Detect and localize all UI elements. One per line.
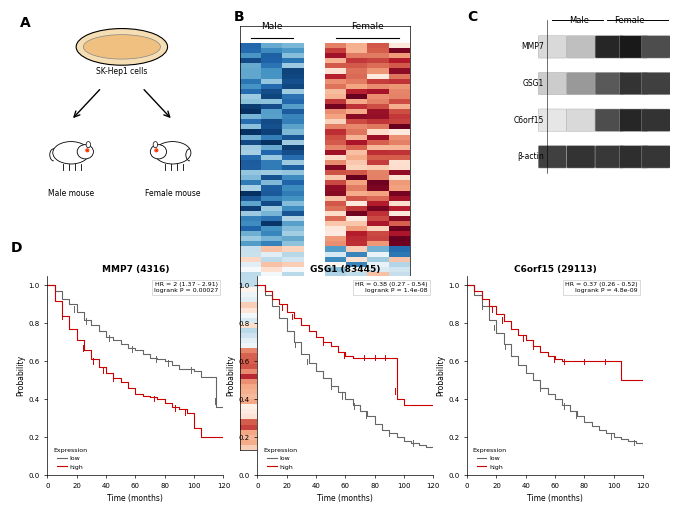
Legend: low, high: low, high <box>261 445 299 472</box>
Text: SK-Hep1 cells: SK-Hep1 cells <box>96 67 148 76</box>
X-axis label: Time (months): Time (months) <box>527 495 583 503</box>
X-axis label: Time (months): Time (months) <box>108 495 163 503</box>
Y-axis label: Probability: Probability <box>227 355 236 396</box>
Circle shape <box>87 150 88 151</box>
Ellipse shape <box>153 142 158 148</box>
FancyBboxPatch shape <box>567 146 595 168</box>
Text: C6orf15: C6orf15 <box>514 115 544 125</box>
FancyBboxPatch shape <box>538 73 567 95</box>
Text: Male mouse: Male mouse <box>48 190 94 198</box>
FancyBboxPatch shape <box>567 36 595 58</box>
Legend: low, high: low, high <box>471 445 509 472</box>
Ellipse shape <box>83 35 160 59</box>
FancyBboxPatch shape <box>619 146 648 168</box>
Text: A: A <box>20 16 31 30</box>
Y-axis label: Probability: Probability <box>437 355 445 396</box>
Text: Female: Female <box>351 21 384 31</box>
FancyBboxPatch shape <box>595 109 624 131</box>
Text: β-actin: β-actin <box>517 152 544 161</box>
FancyBboxPatch shape <box>538 146 567 168</box>
Text: Female: Female <box>614 16 645 26</box>
Text: D: D <box>12 241 22 255</box>
Circle shape <box>156 150 157 151</box>
FancyBboxPatch shape <box>642 36 670 58</box>
Title: MMP7 (4316): MMP7 (4316) <box>102 265 169 274</box>
FancyBboxPatch shape <box>538 36 567 58</box>
Ellipse shape <box>77 145 93 159</box>
FancyBboxPatch shape <box>619 36 648 58</box>
Ellipse shape <box>86 142 91 148</box>
Text: HR = 2 (1.37 - 2.91)
logrank P = 0.00027: HR = 2 (1.37 - 2.91) logrank P = 0.00027 <box>154 282 218 293</box>
Title: C6orf15 (29113): C6orf15 (29113) <box>514 265 596 274</box>
FancyBboxPatch shape <box>642 109 670 131</box>
Text: Male: Male <box>261 21 283 31</box>
FancyBboxPatch shape <box>619 109 648 131</box>
FancyBboxPatch shape <box>567 109 595 131</box>
FancyBboxPatch shape <box>619 73 648 95</box>
Text: HR = 0.38 (0.27 - 0.54)
logrank P = 1.4e-08: HR = 0.38 (0.27 - 0.54) logrank P = 1.4e… <box>355 282 428 293</box>
Text: GSG1: GSG1 <box>523 79 544 88</box>
FancyBboxPatch shape <box>538 109 567 131</box>
Text: Male: Male <box>569 16 589 26</box>
Text: MMP7: MMP7 <box>521 42 544 52</box>
Y-axis label: Probability: Probability <box>17 355 26 396</box>
Text: C: C <box>467 10 477 24</box>
Ellipse shape <box>150 145 167 159</box>
Circle shape <box>86 149 89 152</box>
Ellipse shape <box>76 29 167 65</box>
Text: B: B <box>234 10 244 24</box>
Circle shape <box>155 149 158 152</box>
FancyBboxPatch shape <box>595 146 624 168</box>
FancyBboxPatch shape <box>642 73 670 95</box>
X-axis label: Time (months): Time (months) <box>318 495 373 503</box>
FancyBboxPatch shape <box>595 73 624 95</box>
FancyBboxPatch shape <box>642 146 670 168</box>
Legend: low, high: low, high <box>51 445 89 472</box>
FancyBboxPatch shape <box>595 36 624 58</box>
Ellipse shape <box>154 142 191 164</box>
Text: Female mouse: Female mouse <box>145 190 200 198</box>
Text: HR = 0.37 (0.26 - 0.52)
logrank P = 4.8e-09: HR = 0.37 (0.26 - 0.52) logrank P = 4.8e… <box>565 282 638 293</box>
Ellipse shape <box>53 142 89 164</box>
Title: GSG1 (83445): GSG1 (83445) <box>310 265 380 274</box>
FancyBboxPatch shape <box>567 73 595 95</box>
